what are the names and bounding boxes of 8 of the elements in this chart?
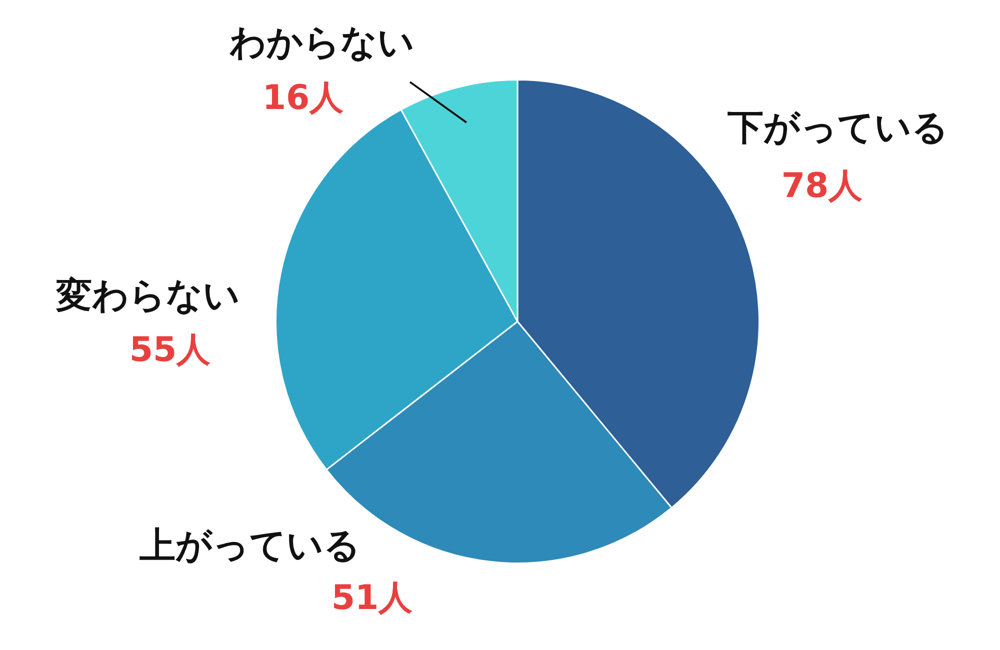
data-label: 16人 <box>262 78 345 118</box>
slice-label: わからない <box>230 22 414 64</box>
data-label: 78人 <box>781 166 864 206</box>
slice-label: 上がっている <box>140 525 360 566</box>
slice-label: 下がっている <box>728 107 948 148</box>
data-label: 51人 <box>331 578 414 618</box>
data-label: 55人 <box>129 330 212 370</box>
slice-label: 変わらない <box>55 275 240 316</box>
